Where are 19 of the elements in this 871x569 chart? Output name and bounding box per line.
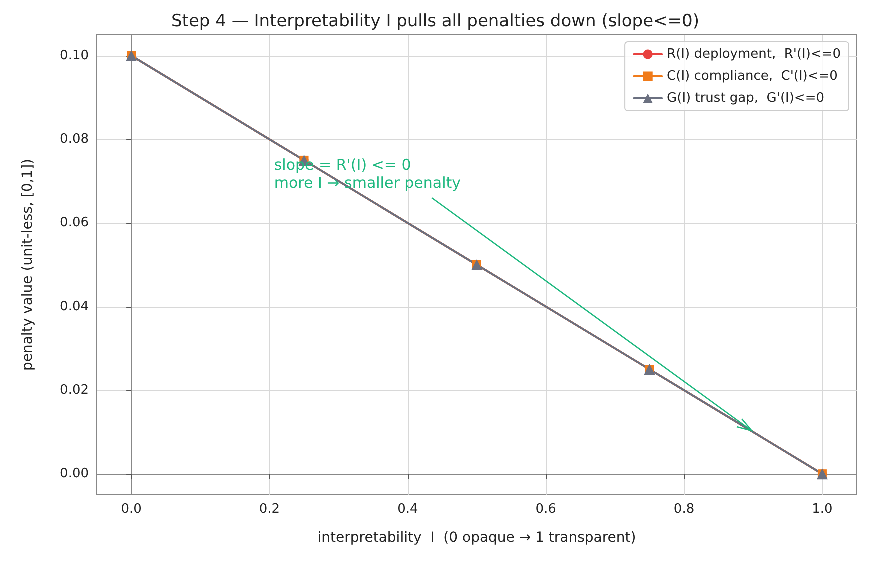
x-tick-label: 1.0 <box>812 502 833 517</box>
x-tick-label: 0.8 <box>674 502 695 517</box>
legend-label: C(I) compliance, C'(I)<=0 <box>667 69 838 84</box>
chart-title: Step 4 — Interpretability I pulls all penalties down (slope<=0) <box>172 12 700 32</box>
y-axis-title: penalty value (unit-less, [0,1]) <box>20 158 36 372</box>
x-tick-label: 0.0 <box>121 502 142 517</box>
y-tick-label: 0.10 <box>60 48 89 64</box>
annotation: slope = R'(I) <= 0 more I → smaller penalty <box>274 156 462 192</box>
x-tick-label: 0.4 <box>398 502 418 517</box>
y-tick-label: 0.08 <box>60 132 89 148</box>
legend-label: G(I) trust gap, G'(I)<=0 <box>667 91 824 106</box>
x-tick-label: 0.2 <box>259 502 280 517</box>
y-tick-label: 0.04 <box>60 299 89 314</box>
legend-label: R(I) deployment, R'(I)<=0 <box>667 47 842 62</box>
y-tick-label: 0.00 <box>60 466 89 482</box>
x-tick-label: 0.6 <box>536 502 556 517</box>
x-axis-title: interpretability I (0 opaque → 1 transparent) <box>318 530 636 546</box>
y-tick-label: 0.06 <box>60 216 89 231</box>
y-tick-label: 0.02 <box>60 382 89 398</box>
